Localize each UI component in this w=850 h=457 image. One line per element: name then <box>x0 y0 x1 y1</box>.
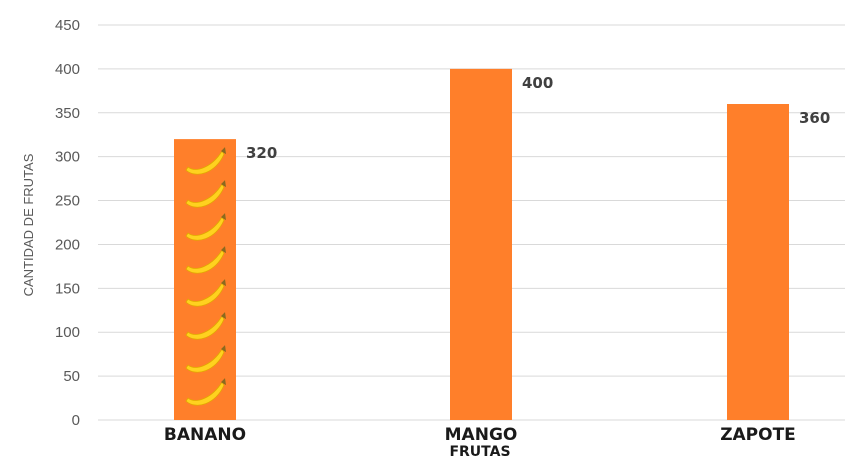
y-axis-ticks: 0 50 100 150 200 250 300 350 400 450 <box>55 17 80 429</box>
y-tick-label: 200 <box>55 236 80 253</box>
x-axis-categories: BANANO MANGO ZAPOTE <box>164 425 796 445</box>
y-tick-label: 400 <box>55 61 80 78</box>
category-label-banano: BANANO <box>164 425 246 445</box>
y-tick-label: 450 <box>55 17 80 34</box>
bars <box>174 68 789 420</box>
y-tick-label: 50 <box>63 368 80 385</box>
y-tick-label: 300 <box>55 149 80 166</box>
y-tick-label: 250 <box>55 193 80 210</box>
y-tick-label: 350 <box>55 105 80 122</box>
y-tick-label: 150 <box>55 280 80 297</box>
y-tick-label: 0 <box>72 412 80 429</box>
x-axis-label: FRUTAS <box>449 444 510 457</box>
bar-zapote <box>727 104 789 420</box>
category-label-zapote: ZAPOTE <box>720 425 796 445</box>
data-label-mango: 400 <box>522 74 553 92</box>
category-label-mango: MANGO <box>445 425 518 445</box>
data-label-banano: 320 <box>246 144 277 162</box>
data-label-zapote: 360 <box>799 109 830 127</box>
y-axis-label: CANTIDAD DE FRUTAS <box>21 153 36 296</box>
data-labels: 320 400 360 <box>246 74 830 162</box>
bar-mango <box>450 68 512 420</box>
y-tick-label: 100 <box>55 324 80 341</box>
bar-banano <box>174 139 236 420</box>
